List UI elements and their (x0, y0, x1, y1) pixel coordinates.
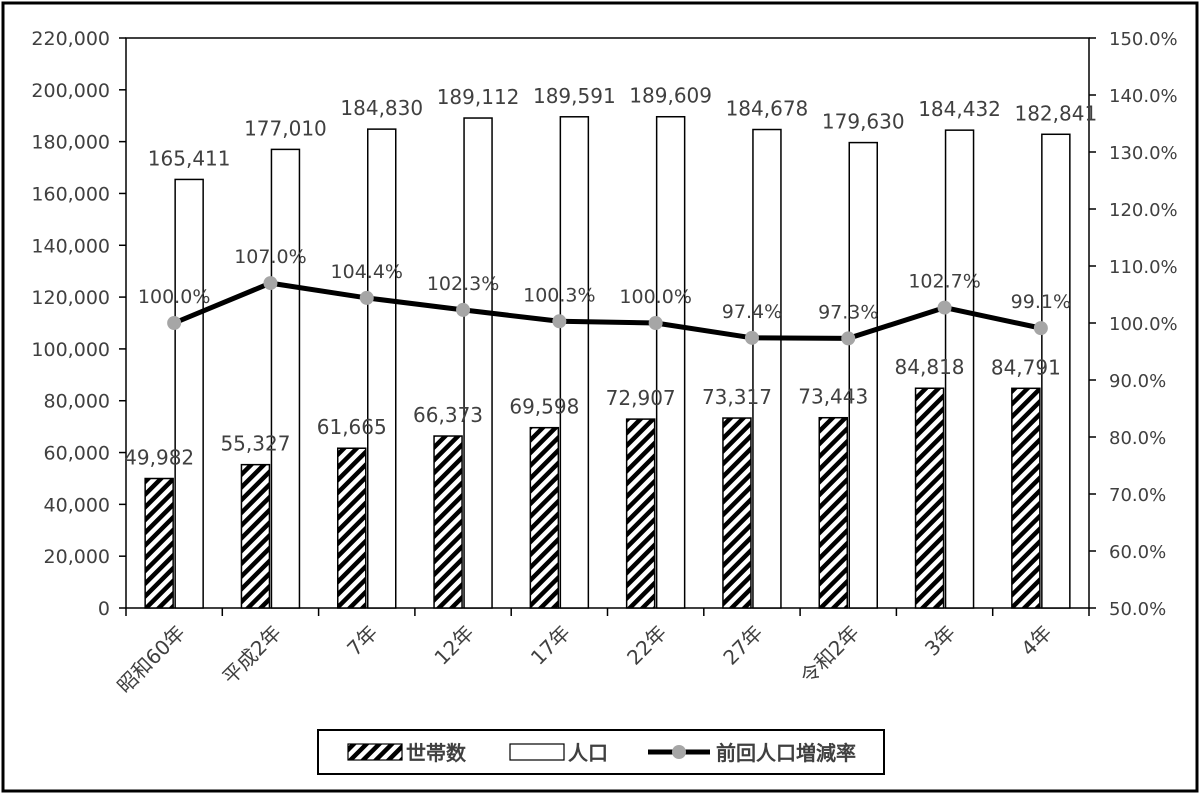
right-axis-tick-label: 100.0% (1109, 314, 1178, 335)
bar-households (1011, 387, 1041, 609)
right-y-axis: 50.0% 60.0% 70.0% 80.0% 90.0% 100.0% 110.0% 120… (1089, 29, 1178, 620)
data-label-population: 189,112 (437, 85, 520, 109)
right-axis-tick-label: 50.0% (1109, 599, 1166, 620)
legend-label-households: 世帯数 (406, 741, 467, 765)
left-axis-tick-label: 20,000 (44, 546, 110, 568)
bar-population (848, 141, 878, 609)
rate-marker (1033, 321, 1048, 336)
data-label-households: 69,598 (509, 395, 579, 419)
left-axis-tick-label: 140,000 (31, 235, 110, 257)
data-label-population: 184,432 (918, 97, 1001, 121)
bar-population (655, 115, 686, 609)
bar-population (367, 128, 397, 609)
left-axis-tick-label: 180,000 (31, 132, 110, 154)
bar-households (529, 426, 560, 609)
data-label-households: 72,907 (606, 386, 676, 410)
data-label-rate: 97.3% (818, 301, 878, 323)
bar-households (625, 418, 656, 609)
data-label-households: 73,443 (798, 385, 868, 409)
bar-population (174, 178, 204, 609)
left-axis-tick-label: 160,000 (31, 183, 110, 205)
data-label-rate: 100.3% (523, 284, 595, 306)
bar-households (337, 447, 367, 609)
bar-households (433, 435, 463, 609)
legend: 世帯数 人口 前回人口増減率 (317, 729, 885, 775)
bars-layer (144, 115, 1071, 609)
data-label-rate: 100.0% (619, 286, 691, 308)
bar-households (914, 387, 945, 609)
legend-label-rate: 前回人口増減率 (716, 741, 856, 765)
data-label-households: 49,982 (124, 446, 194, 470)
rate-marker (841, 331, 856, 346)
bar-population (752, 128, 782, 609)
data-label-population: 189,591 (533, 84, 616, 108)
data-label-households: 73,317 (702, 385, 772, 409)
data-labels-layer: 165,411 49,982 100.0% 177,010 55,327 107.0% 18… (124, 84, 1097, 470)
rate-marker (456, 302, 471, 317)
rate-line (173, 280, 1042, 341)
right-axis-tick-label: 80.0% (1109, 428, 1166, 449)
data-label-rate: 107.0% (234, 246, 306, 268)
right-axis-tick-label: 110.0% (1109, 257, 1178, 278)
data-label-population: 184,830 (340, 96, 423, 120)
legend-swatch-households (347, 743, 403, 761)
bar-households (722, 417, 752, 609)
legend-box (317, 729, 885, 775)
rate-marker (744, 330, 759, 345)
data-label-households: 66,373 (413, 403, 483, 427)
legend-swatch-population (509, 743, 565, 761)
bar-population (1041, 133, 1071, 609)
left-axis-tick-label: 40,000 (44, 494, 110, 516)
bar-households (240, 463, 271, 609)
data-label-rate: 104.4% (331, 261, 403, 283)
left-axis-tick-label: 120,000 (31, 287, 110, 309)
bar-population (559, 116, 590, 609)
data-label-rate: 99.1% (1011, 291, 1071, 313)
data-label-population: 182,841 (1014, 101, 1097, 125)
rate-marker (552, 314, 567, 329)
right-axis-tick-label: 60.0% (1109, 542, 1166, 563)
right-axis-tick-label: 90.0% (1109, 371, 1166, 392)
data-label-population: 165,411 (148, 146, 231, 170)
data-label-rate: 102.7% (908, 271, 980, 293)
left-axis-tick-label: 100,000 (31, 339, 110, 361)
left-axis-tick-label: 60,000 (44, 443, 110, 465)
data-label-households: 55,327 (220, 432, 290, 456)
left-y-axis: 0 20,000 40,000 60,000 80,000 100,000 120,000 1… (31, 28, 126, 620)
data-label-population: 179,630 (822, 110, 905, 134)
left-axis-tick-label: 80,000 (44, 391, 110, 413)
bar-households (818, 416, 848, 609)
rate-marker (937, 300, 952, 315)
left-axis-tick-label: 220,000 (31, 28, 110, 50)
right-axis-tick-label: 120.0% (1109, 200, 1178, 221)
data-label-households: 84,818 (895, 355, 965, 379)
legend-label-population: 人口 (568, 741, 608, 765)
bar-households (144, 477, 174, 609)
rate-marker (648, 316, 663, 330)
data-label-households: 61,665 (317, 415, 387, 439)
data-label-rate: 102.3% (427, 273, 499, 295)
right-axis-tick-label: 70.0% (1109, 485, 1166, 506)
data-label-rate: 97.4% (722, 301, 782, 323)
bar-population (944, 129, 975, 609)
data-label-population: 177,010 (244, 116, 327, 140)
rate-marker (167, 316, 182, 330)
bar-population (270, 148, 301, 609)
data-label-population: 184,678 (726, 97, 809, 121)
bar-population (463, 117, 493, 609)
right-axis-tick-label: 130.0% (1109, 143, 1178, 164)
line-layer (167, 276, 1048, 346)
rate-marker (263, 276, 278, 291)
left-axis-tick-label: 0 (98, 598, 110, 620)
rate-marker (359, 290, 374, 305)
data-label-population: 189,609 (629, 84, 712, 108)
right-axis-tick-label: 150.0% (1109, 29, 1178, 50)
left-axis-tick-label: 200,000 (31, 80, 110, 102)
right-axis-tick-label: 140.0% (1109, 86, 1178, 107)
data-label-households: 84,791 (991, 355, 1061, 379)
data-label-rate: 100.0% (138, 286, 210, 308)
legend-line-marker (672, 745, 686, 759)
